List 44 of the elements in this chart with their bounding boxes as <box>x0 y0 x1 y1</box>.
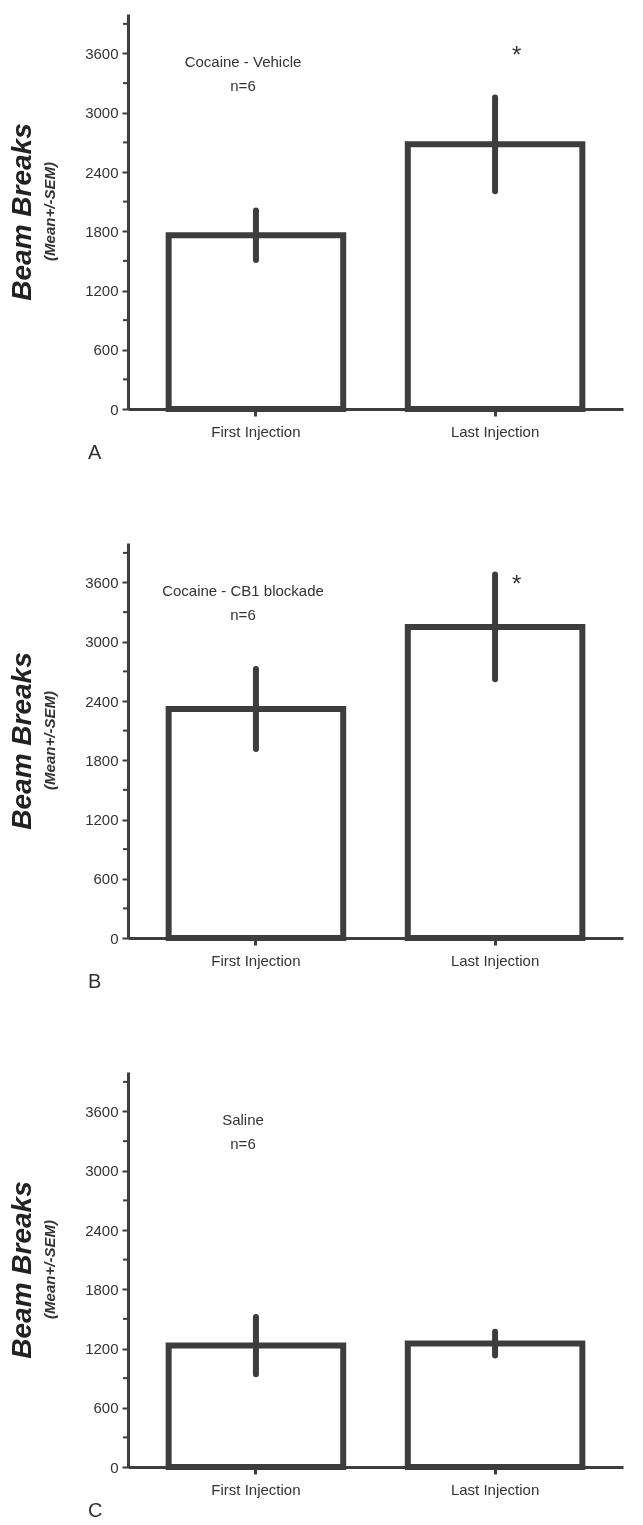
x-tick-label: First Injection <box>211 422 301 440</box>
y-tick-label: 3600 <box>85 574 119 591</box>
x-tick-label: Last Injection <box>450 951 540 969</box>
x-tick-label: First Injection <box>211 1480 301 1498</box>
y-tick-label: 2400 <box>85 1221 119 1239</box>
y-tick-label: 2400 <box>85 163 119 181</box>
y-tick-label: 1200 <box>85 811 119 828</box>
y-tick-label: 3000 <box>85 104 119 122</box>
annotation: n=6 <box>230 77 256 94</box>
y-axis-title: Beam Breaks <box>6 652 38 830</box>
annotation: n=6 <box>230 1135 256 1152</box>
text: (Mean+/-SEM) <box>41 162 58 261</box>
text: (Mean+/-SEM) <box>41 1220 58 1319</box>
annotation: * <box>511 41 522 68</box>
y-tick-label: 1800 <box>85 222 119 240</box>
y-tick-label: 3000 <box>85 1162 119 1180</box>
y-axis-title: Beam Breaks <box>6 1181 38 1359</box>
y-tick-label: 2400 <box>85 692 119 710</box>
text: A <box>88 441 102 463</box>
text: C <box>88 1499 103 1521</box>
y-tick-label: 600 <box>93 1399 119 1417</box>
annotation: n=6 <box>230 606 256 623</box>
annotation: * <box>511 570 522 597</box>
annotation: Cocaine - Vehicle <box>184 53 302 70</box>
x-tick-label: Last Injection <box>450 1480 540 1498</box>
annotation: Saline <box>222 1111 264 1128</box>
y-axis-title: Beam Breaks <box>6 123 38 301</box>
y-tick-label: 3000 <box>85 633 119 651</box>
y-tick-label: 3600 <box>85 45 119 62</box>
y-tick-label: 600 <box>93 341 119 359</box>
y-tick-label: 600 <box>93 870 119 888</box>
y-tick-label: 1200 <box>85 282 119 299</box>
y-tick-label: 0 <box>110 929 119 947</box>
x-tick-label: First Injection <box>211 951 301 969</box>
text: (Mean+/-SEM) <box>41 691 58 790</box>
y-tick-label: 1200 <box>85 1340 119 1357</box>
y-tick-label: 0 <box>110 400 119 418</box>
annotation: Cocaine - CB1 blockade <box>162 582 324 599</box>
x-tick-label: Last Injection <box>450 422 540 440</box>
text: B <box>88 970 102 992</box>
y-tick-label: 0 <box>110 1458 119 1476</box>
y-tick-label: 1800 <box>85 1280 119 1298</box>
y-tick-label: 3600 <box>85 1103 119 1120</box>
y-tick-label: 1800 <box>85 751 119 769</box>
